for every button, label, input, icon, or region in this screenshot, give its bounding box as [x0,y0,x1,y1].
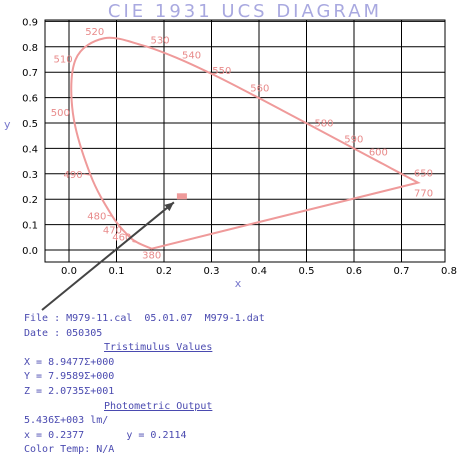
y-tick-label: 0.8 [22,43,38,54]
x-tick-label: 0.8 [441,266,457,277]
wavelength-label: 490 [63,170,82,181]
chart-grid [44,19,446,263]
wavelength-label: 460 [112,232,131,243]
spectral-locus-line [70,36,421,250]
wavelength-tick [107,214,113,217]
measured-point-marker [176,193,187,200]
y-tick-label: 0.2 [22,195,38,206]
x-tick-label: 0.7 [394,266,410,277]
wavelength-label: 530 [150,35,169,46]
x-tick-label: 0.1 [109,266,125,277]
y-tick-label: 0.7 [22,68,38,79]
tristimulus-y: Y = 7.9589Σ+000 [24,371,115,383]
wavelength-tick [122,233,129,236]
y-tick-label: 0.0 [22,246,38,257]
y-tick-label: 0.6 [22,94,38,105]
wavelength-label: 520 [85,27,104,38]
tristimulus-heading: Tristimulus Values [104,342,213,354]
chromaticity-xy: x = 0.2377 y = 0.2114 [24,429,187,441]
cie-chart: CIE 1931 UCS DIAGRAM 0.0 0.1 0.2 0.3 0.4 0.5 0… [4,1,457,311]
x-tick-label: 0.6 [346,266,362,277]
wavelength-label: 540 [182,50,201,61]
y-axis-label: y [4,118,11,131]
pointer-arrow-line [41,201,175,311]
wavelength-tick [83,173,91,176]
x-tick-label: 0.0 [61,266,77,277]
wavelength-label: 590 [344,134,363,145]
x-tick-label: 0.2 [156,266,172,277]
tristimulus-z: Z = 2.0735Σ+001 [24,385,115,397]
y-tick-label: 0.5 [22,119,38,130]
info-panel: File : M979-11.cal 05.01.07 M979-1.dat D… [24,312,265,458]
chart-title: CIE 1931 UCS DIAGRAM [108,1,382,22]
y-tick-label: 0.4 [22,144,38,155]
wavelength-label: 500 [51,108,70,119]
plot-border [44,19,446,263]
wavelength-label: 770 [414,189,433,200]
y-tick-label: 0.1 [22,221,38,232]
wavelength-label: 560 [250,83,269,94]
lumen-output: 5.436Σ+003 lm/ [24,415,109,427]
wavelength-tick [132,240,138,243]
wavelength-label: 470 [103,225,122,236]
wavelength-label: 510 [54,54,73,65]
x-tick-label: 0.5 [299,266,315,277]
date-line: Date : 050305 [24,327,103,339]
pointer-arrow-head [164,202,174,212]
y-tick-label: 0.3 [22,170,38,181]
x-tick-label: 0.4 [251,266,267,277]
file-line: File : M979-11.cal 05.01.07 M979-1.dat [24,313,265,324]
color-temp: Color Temp: N/A [24,444,115,456]
wavelength-label: 650 [414,168,433,179]
x-tick-labels: 0.0 0.1 0.2 0.3 0.4 0.5 0.6 0.7 0.8 [61,266,457,277]
wavelength-label: 580 [314,118,333,129]
wavelength-label: 600 [369,147,388,158]
tristimulus-x: X = 8.9477Σ+000 [24,356,115,368]
y-tick-label: 0.9 [22,17,38,28]
wavelength-label: 380 [142,251,161,262]
x-axis-label: x [235,277,242,290]
wavelength-label: 550 [212,66,231,77]
x-tick-label: 0.3 [204,266,220,277]
photometric-heading: Photometric Output [104,400,213,412]
y-tick-labels: 0.0 0.1 0.2 0.3 0.4 0.5 0.6 0.7 0.8 0.9 [22,17,38,257]
wavelength-label: 480 [87,211,106,222]
